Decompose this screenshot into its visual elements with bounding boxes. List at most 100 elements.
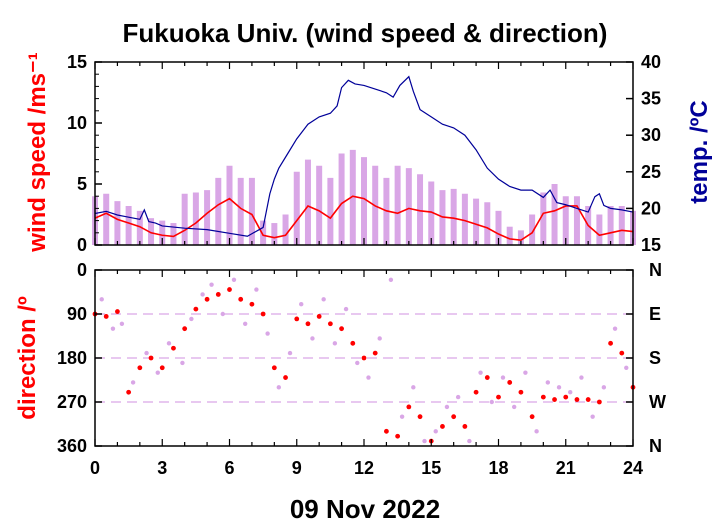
- direction-mean-point: [451, 414, 457, 420]
- direction-raw-point: [455, 394, 461, 400]
- speed-max-series: [92, 149, 636, 245]
- direction-raw-point: [500, 375, 506, 380]
- chart-title: Fukuoka Univ. (wind speed & direction): [123, 18, 608, 48]
- direction-mean-point: [484, 375, 490, 380]
- temp-tick-label: 40: [641, 52, 661, 72]
- date-axis-label: 09 Nov 2022: [290, 494, 440, 524]
- direction-raw-point: [130, 380, 136, 385]
- direction-mean-point: [148, 355, 154, 361]
- direction-raw-point: [343, 306, 349, 312]
- direction-raw-series: [99, 277, 629, 444]
- temperature-axis-label: temp. /ºC: [686, 100, 713, 203]
- direction-raw-point: [276, 385, 282, 390]
- direction-mean-point: [473, 389, 479, 395]
- direction-raw-point: [265, 331, 270, 336]
- direction-raw-point: [155, 370, 160, 375]
- direction-tick-label: 180: [57, 348, 87, 368]
- direction-tick-label: 360: [57, 436, 87, 456]
- direction-mean-point: [540, 394, 546, 400]
- direction-raw-point: [321, 297, 326, 302]
- direction-mean-point: [294, 316, 300, 322]
- temp-tick-label: 35: [641, 89, 661, 109]
- direction-mean-point: [462, 424, 468, 429]
- hour-tick-label: 24: [623, 458, 643, 478]
- direction-raw-point: [399, 414, 405, 419]
- direction-mean-point: [215, 292, 221, 297]
- speed-tick-label: 15: [67, 52, 87, 72]
- direction-mean-point: [608, 340, 613, 346]
- speed-tick-label: 0: [77, 235, 87, 255]
- direction-mean-point: [350, 340, 356, 346]
- direction-raw-point: [254, 287, 259, 292]
- direction-raw-point: [366, 375, 371, 380]
- hour-tick-label: 21: [556, 458, 576, 478]
- direction-raw-point: [144, 350, 149, 356]
- direction-mean-point: [596, 399, 602, 405]
- direction-raw-point: [467, 438, 472, 444]
- temperature-line: [94, 75, 634, 237]
- direction-mean-point: [305, 321, 311, 327]
- direction-raw-point: [99, 297, 104, 302]
- direction-raw-point: [332, 341, 338, 346]
- direction-mean-point: [395, 433, 401, 439]
- direction-raw-point: [612, 326, 618, 331]
- wind-direction-panel: 0 90 180 270 360 N E S W N 0 3 6 9 12 15 18 21 24: [57, 260, 666, 478]
- direction-axis-label: direction /º: [14, 296, 41, 420]
- direction-raw-point: [299, 302, 304, 307]
- hour-tick-label: 15: [421, 458, 441, 478]
- direction-raw-point: [220, 311, 225, 317]
- hour-tick-label: 9: [292, 458, 302, 478]
- hour-tick-label: 3: [157, 458, 167, 478]
- direction-mean-point: [316, 314, 322, 319]
- direction-tick-label: 90: [67, 304, 87, 324]
- compass-tick-label: E: [649, 304, 661, 324]
- direction-mean-point: [137, 365, 143, 371]
- direction-raw-point: [568, 390, 573, 395]
- direction-mean-point: [563, 394, 569, 400]
- wind-speed-axis-label: wind speed /ms⁻¹: [24, 52, 51, 252]
- compass-tick-label: N: [649, 260, 662, 280]
- direction-mean-point: [585, 397, 591, 402]
- direction-raw-point: [411, 385, 416, 390]
- direction-raw-point: [242, 321, 248, 326]
- direction-mean-point: [283, 375, 288, 380]
- temp-tick-label: 30: [641, 125, 661, 145]
- hour-tick-label: 18: [488, 458, 508, 478]
- direction-mean-point: [260, 311, 266, 317]
- direction-mean-point: [361, 355, 367, 361]
- hour-tick-label: 6: [224, 458, 234, 478]
- direction-raw-point: [556, 385, 562, 390]
- direction-mean-point: [103, 314, 109, 319]
- direction-mean-point: [417, 414, 423, 420]
- direction-mean-point: [271, 365, 277, 371]
- direction-mean-point: [406, 404, 412, 410]
- direction-raw-point: [209, 282, 214, 287]
- speed-tick-label: 10: [67, 113, 87, 133]
- direction-raw-point: [110, 326, 116, 331]
- direction-raw-point: [590, 414, 595, 419]
- direction-raw-point: [166, 341, 172, 346]
- direction-raw-point: [478, 370, 483, 375]
- speed-tick-label: 5: [77, 174, 87, 194]
- direction-raw-point: [523, 370, 528, 375]
- direction-mean-point: [507, 380, 513, 385]
- direction-raw-point: [189, 316, 194, 322]
- compass-tick-label: S: [649, 348, 661, 368]
- direction-mean-point: [440, 424, 445, 429]
- direction-mean-series: [92, 287, 636, 444]
- direction-mean-point: [529, 414, 535, 420]
- direction-raw-point: [601, 385, 607, 390]
- direction-raw-point: [200, 292, 205, 297]
- direction-mean-point: [126, 389, 132, 395]
- direction-mean-point: [496, 394, 501, 400]
- compass-tick-label: N: [649, 436, 662, 456]
- direction-raw-point: [433, 429, 438, 434]
- direction-mean-point: [115, 309, 120, 314]
- direction-raw-point: [624, 365, 629, 370]
- direction-raw-point: [545, 380, 551, 385]
- direction-mean-point: [619, 350, 625, 356]
- direction-mean-point: [327, 321, 333, 327]
- direction-raw-point: [180, 360, 185, 366]
- direction-mean-point: [182, 326, 188, 332]
